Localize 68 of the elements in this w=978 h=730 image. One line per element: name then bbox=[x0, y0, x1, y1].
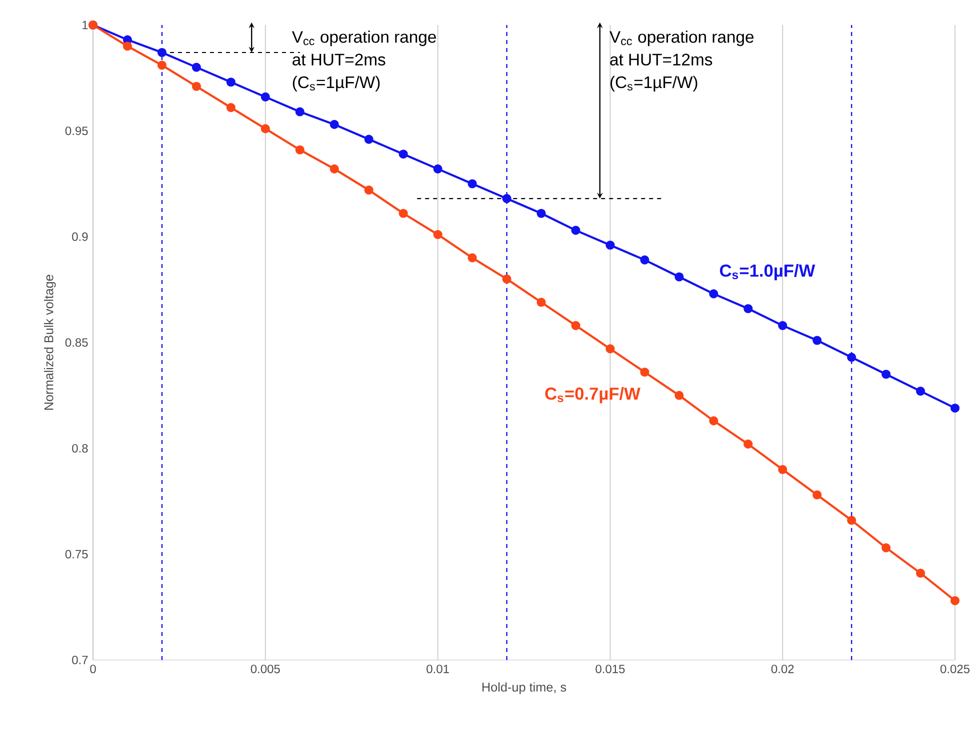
y-tick-label: 1 bbox=[82, 20, 88, 30]
point bbox=[226, 103, 236, 112]
point bbox=[226, 78, 236, 87]
text: C$_{s}$=1.0µF/W bbox=[720, 264, 816, 280]
point bbox=[433, 164, 442, 174]
y-tick-label: 0.9 bbox=[72, 232, 88, 241]
point bbox=[192, 62, 201, 72]
y-tick-label: 0.85 bbox=[65, 338, 88, 347]
point bbox=[364, 134, 374, 144]
point bbox=[640, 368, 650, 377]
point bbox=[882, 543, 891, 552]
point bbox=[709, 289, 718, 298]
point bbox=[364, 186, 374, 195]
y-tick-label: 0.95 bbox=[65, 126, 88, 136]
point bbox=[812, 336, 822, 345]
point bbox=[950, 404, 960, 413]
point bbox=[295, 107, 304, 116]
point bbox=[674, 272, 684, 282]
point bbox=[744, 304, 753, 314]
text: C$_{s}$=0.7µF/W bbox=[545, 387, 640, 404]
point bbox=[157, 60, 167, 70]
x-tick-label: 0.01 bbox=[426, 664, 449, 674]
point bbox=[709, 416, 718, 426]
point bbox=[571, 321, 580, 330]
point bbox=[468, 253, 477, 262]
point bbox=[502, 274, 512, 284]
annotation: V$_{cc}$ operation range at HUT=2ms (C$_{s}$=1µF/W) bbox=[292, 30, 436, 92]
point bbox=[950, 596, 960, 606]
point bbox=[433, 230, 442, 240]
x-tick-label: 0 bbox=[90, 664, 96, 674]
point bbox=[847, 352, 856, 362]
y-tick-label: 0.8 bbox=[72, 444, 88, 453]
point bbox=[260, 92, 270, 102]
point bbox=[502, 194, 512, 204]
point bbox=[536, 298, 546, 307]
x-tick-label: 0.02 bbox=[771, 664, 794, 674]
point bbox=[847, 516, 856, 525]
point bbox=[812, 490, 822, 500]
point bbox=[398, 208, 408, 218]
y-tick-label: 0.7 bbox=[72, 656, 88, 664]
point bbox=[398, 150, 408, 159]
point bbox=[330, 164, 339, 174]
x-axis-title: Hold-up time, s bbox=[482, 682, 566, 694]
point bbox=[916, 386, 926, 396]
point bbox=[122, 42, 132, 51]
point bbox=[778, 321, 788, 330]
point bbox=[606, 240, 615, 250]
point bbox=[260, 124, 270, 134]
point bbox=[674, 390, 684, 400]
point bbox=[295, 145, 304, 154]
point bbox=[571, 226, 580, 235]
point bbox=[640, 255, 650, 264]
point bbox=[882, 370, 891, 379]
point bbox=[916, 568, 926, 578]
annotation: V$_{cc}$ operation range at HUT=12ms (C$_{s}$=1µF/W) bbox=[610, 30, 754, 92]
point bbox=[536, 208, 546, 218]
point bbox=[192, 82, 201, 91]
point bbox=[778, 464, 788, 474]
point bbox=[606, 344, 615, 354]
point bbox=[157, 48, 167, 58]
point bbox=[330, 120, 339, 130]
x-tick-label: 0.005 bbox=[250, 664, 280, 674]
y-axis-title: Normalized Bulk voltage bbox=[44, 274, 56, 410]
y-tick-label: 0.75 bbox=[65, 550, 88, 558]
point bbox=[468, 179, 477, 188]
x-tick-label: 0.025 bbox=[940, 664, 970, 674]
point bbox=[744, 440, 753, 449]
x-tick-label: 0.015 bbox=[596, 664, 625, 674]
